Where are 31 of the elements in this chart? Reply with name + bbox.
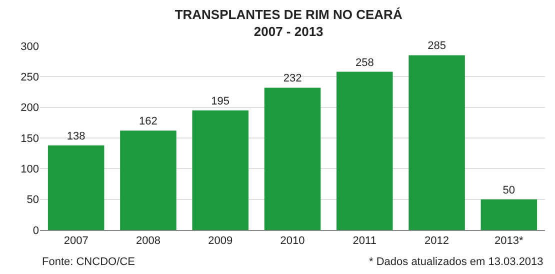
y-tick-label: 200 xyxy=(20,102,39,114)
chart-title: TRANSPLANTES DE RIM NO CEARÁ 2007 - 2013 xyxy=(174,7,403,40)
data-label: 195 xyxy=(211,95,230,108)
data-label: 50 xyxy=(502,184,516,196)
source-note: Fonte: CNCDO/CE xyxy=(42,256,135,268)
y-tick-label: 50 xyxy=(26,194,39,206)
bar xyxy=(336,72,393,230)
x-tick-label: 2010 xyxy=(280,235,305,248)
y-tick-label: 250 xyxy=(20,72,39,84)
x-tick-label: 2012 xyxy=(424,235,450,248)
bar xyxy=(192,110,248,230)
text: * Dados atualizados em 13.03.2013 xyxy=(369,256,544,268)
bar xyxy=(48,145,104,230)
x-tick-label: 2008 xyxy=(136,235,160,248)
y-tick-label: 0 xyxy=(32,224,39,237)
data-label: 285 xyxy=(428,40,446,52)
bar xyxy=(264,88,321,230)
data-label: 232 xyxy=(283,72,302,85)
bar xyxy=(408,55,465,230)
bar xyxy=(120,130,176,230)
x-tick-label: 2007 xyxy=(64,235,88,248)
data-label: 258 xyxy=(355,56,374,69)
bar xyxy=(480,199,538,230)
y-tick-label: 150 xyxy=(20,132,39,145)
x-tick-label: 2009 xyxy=(208,235,233,248)
data-label: 162 xyxy=(139,116,158,128)
x-tick-label: 2013* xyxy=(494,235,524,248)
x-tick-label: 2011 xyxy=(352,235,376,248)
y-tick-label: 100 xyxy=(20,164,39,176)
data-label: 138 xyxy=(66,130,86,142)
y-tick-label: 300 xyxy=(20,40,39,53)
